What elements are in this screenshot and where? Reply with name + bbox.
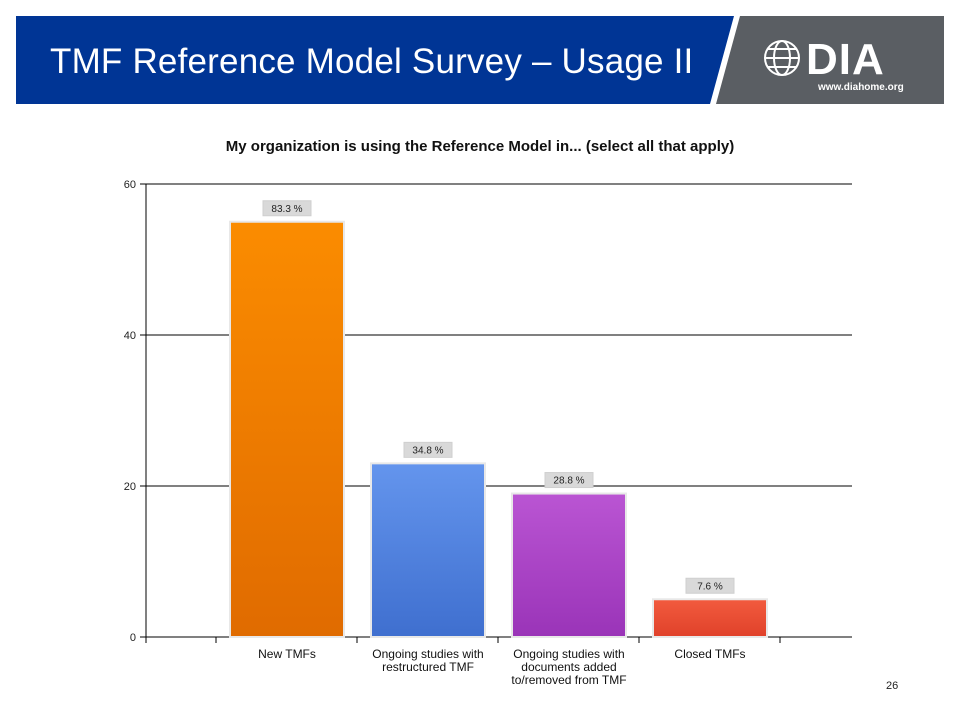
data-label-box bbox=[685, 577, 735, 594]
chart-title: My organization is using the Reference M… bbox=[225, 138, 735, 155]
data-label: 28.8 % bbox=[553, 476, 584, 487]
header-bar: TMF Reference Model Survey – Usage II DI… bbox=[16, 16, 944, 104]
data-label: 83.3 % bbox=[271, 204, 302, 215]
y-tick-label: 40 bbox=[124, 330, 136, 342]
x-tick-label: New TMFs bbox=[258, 647, 316, 661]
data-label-box bbox=[403, 441, 453, 458]
bar bbox=[229, 220, 345, 638]
y-tick-label: 20 bbox=[124, 481, 136, 493]
data-label-box bbox=[262, 200, 312, 217]
x-tick-label: Ongoing studies with restructured TMF bbox=[372, 647, 483, 674]
dia-logo: DIA bbox=[806, 35, 885, 84]
y-tick-label: 0 bbox=[130, 632, 136, 644]
data-label: 34.8 % bbox=[412, 445, 443, 456]
x-tick-label: Ongoing studies with documents added to/re… bbox=[511, 647, 626, 687]
y-tick-label: 60 bbox=[124, 179, 136, 191]
globe-icon bbox=[764, 40, 800, 76]
data-label: 7.6 % bbox=[697, 581, 723, 592]
bar bbox=[370, 462, 486, 638]
logo-url: www.diahome.org bbox=[818, 82, 904, 93]
data-label-box bbox=[544, 472, 594, 489]
page-number: 26 bbox=[886, 680, 899, 692]
bar bbox=[511, 492, 627, 638]
logo-panel bbox=[710, 16, 944, 104]
bar bbox=[652, 598, 768, 638]
page-title: TMF Reference Model Survey – Usage II bbox=[50, 42, 694, 81]
x-tick-label: Closed TMFs bbox=[674, 647, 745, 661]
